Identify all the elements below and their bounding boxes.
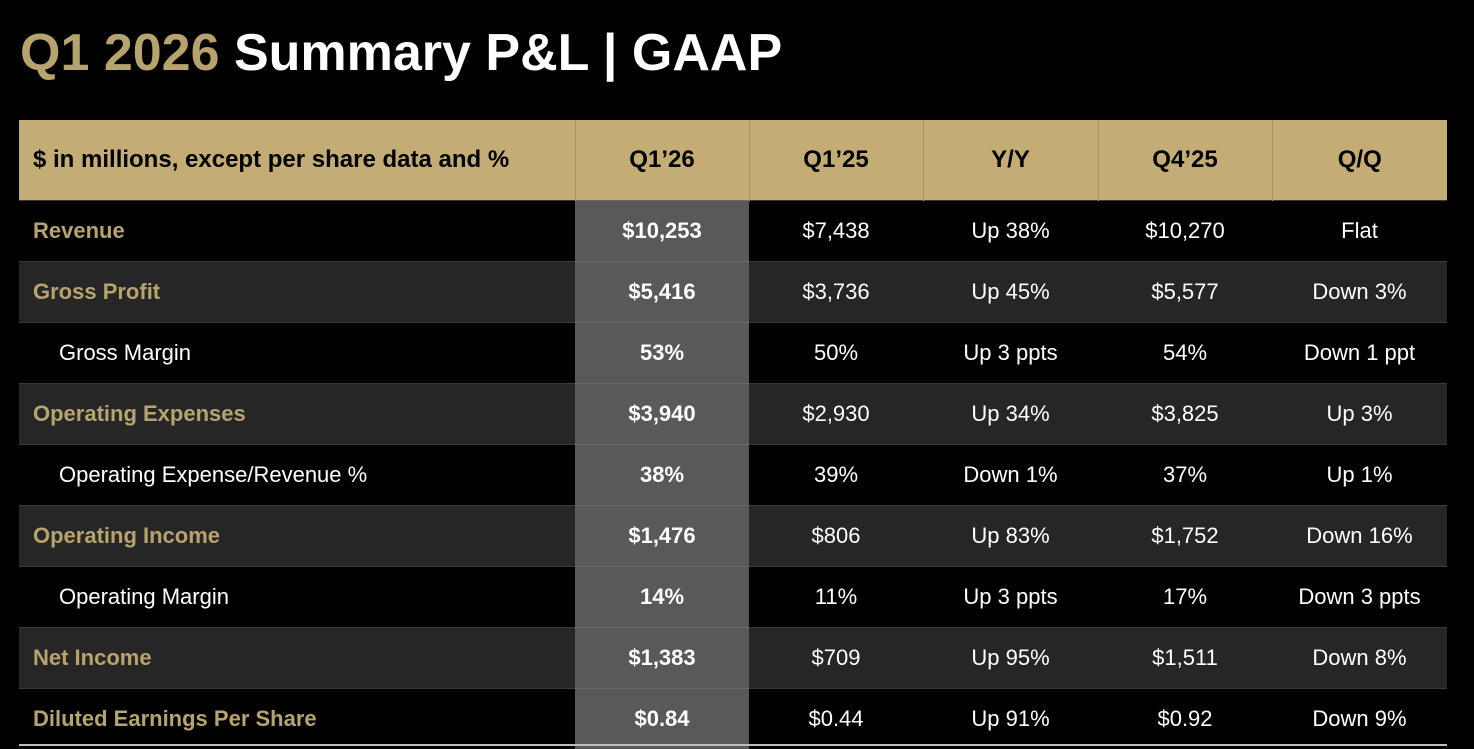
cell-q1-25: 39% xyxy=(749,445,923,506)
cell-yy: Up 45% xyxy=(923,262,1098,323)
cell-yy: Down 1% xyxy=(923,445,1098,506)
column-header-yy: Y/Y xyxy=(923,120,1098,201)
cell-qq: Down 8% xyxy=(1272,628,1447,689)
cell-q4-25: 37% xyxy=(1098,445,1272,506)
cell-yy: Up 83% xyxy=(923,506,1098,567)
cell-q1-25: $709 xyxy=(749,628,923,689)
page-title-main: Summary P&L | GAAP xyxy=(234,24,782,82)
cell-q1-25: 50% xyxy=(749,323,923,384)
cell-q1-25: $806 xyxy=(749,506,923,567)
row-label: Gross Profit xyxy=(19,262,575,323)
cell-yy: Up 34% xyxy=(923,384,1098,445)
row-label: Diluted Earnings Per Share xyxy=(19,689,575,749)
cell-qq: Down 9% xyxy=(1272,689,1447,749)
cell-q1-26: 38% xyxy=(575,445,749,506)
cell-qq: Down 16% xyxy=(1272,506,1447,567)
cell-q1-26: $0.84 xyxy=(575,689,749,749)
cell-qq: Down 3% xyxy=(1272,262,1447,323)
cell-yy: Up 3 ppts xyxy=(923,567,1098,628)
cell-q1-25: $2,930 xyxy=(749,384,923,445)
cell-q1-25: $7,438 xyxy=(749,201,923,262)
cell-yy: Up 38% xyxy=(923,201,1098,262)
summary-pl-table: $ in millions, except per share data and… xyxy=(19,120,1447,749)
cell-q4-25: $3,825 xyxy=(1098,384,1272,445)
cell-q1-25: $3,736 xyxy=(749,262,923,323)
bottom-divider xyxy=(19,744,1447,746)
row-label: Revenue xyxy=(19,201,575,262)
column-header-q4-25: Q4’25 xyxy=(1098,120,1272,201)
row-label: Gross Margin xyxy=(19,323,575,384)
cell-q4-25: $1,511 xyxy=(1098,628,1272,689)
table-row: Operating Expense/Revenue %38%39%Down 1%… xyxy=(19,445,1447,506)
cell-q4-25: $5,577 xyxy=(1098,262,1272,323)
page-title: Q1 2026 Summary P&L | GAAP xyxy=(20,18,782,88)
row-label: Operating Margin xyxy=(19,567,575,628)
cell-q1-26: $3,940 xyxy=(575,384,749,445)
cell-qq: Up 1% xyxy=(1272,445,1447,506)
column-header-q1-25: Q1’25 xyxy=(749,120,923,201)
column-header-label: $ in millions, except per share data and… xyxy=(19,120,575,201)
cell-yy: Up 3 ppts xyxy=(923,323,1098,384)
cell-q4-25: 17% xyxy=(1098,567,1272,628)
cell-q1-26: 53% xyxy=(575,323,749,384)
cell-q1-26: $10,253 xyxy=(575,201,749,262)
cell-q1-26: $5,416 xyxy=(575,262,749,323)
cell-q1-25: $0.44 xyxy=(749,689,923,749)
cell-q4-25: $10,270 xyxy=(1098,201,1272,262)
cell-q1-26: $1,476 xyxy=(575,506,749,567)
row-label: Operating Expense/Revenue % xyxy=(19,445,575,506)
row-label: Net Income xyxy=(19,628,575,689)
column-header-qq: Q/Q xyxy=(1272,120,1447,201)
cell-q4-25: 54% xyxy=(1098,323,1272,384)
cell-q4-25: $1,752 xyxy=(1098,506,1272,567)
cell-qq: Up 3% xyxy=(1272,384,1447,445)
cell-q1-26: 14% xyxy=(575,567,749,628)
cell-qq: Down 3 ppts xyxy=(1272,567,1447,628)
page-title-period: Q1 2026 xyxy=(20,24,220,82)
column-header-q1-26: Q1’26 xyxy=(575,120,749,201)
cell-q1-26: $1,383 xyxy=(575,628,749,689)
table-header-row: $ in millions, except per share data and… xyxy=(19,120,1447,201)
row-label: Operating Income xyxy=(19,506,575,567)
cell-q1-25: 11% xyxy=(749,567,923,628)
cell-q4-25: $0.92 xyxy=(1098,689,1272,749)
cell-qq: Flat xyxy=(1272,201,1447,262)
cell-qq: Down 1 ppt xyxy=(1272,323,1447,384)
cell-yy: Up 91% xyxy=(923,689,1098,749)
cell-yy: Up 95% xyxy=(923,628,1098,689)
row-label: Operating Expenses xyxy=(19,384,575,445)
